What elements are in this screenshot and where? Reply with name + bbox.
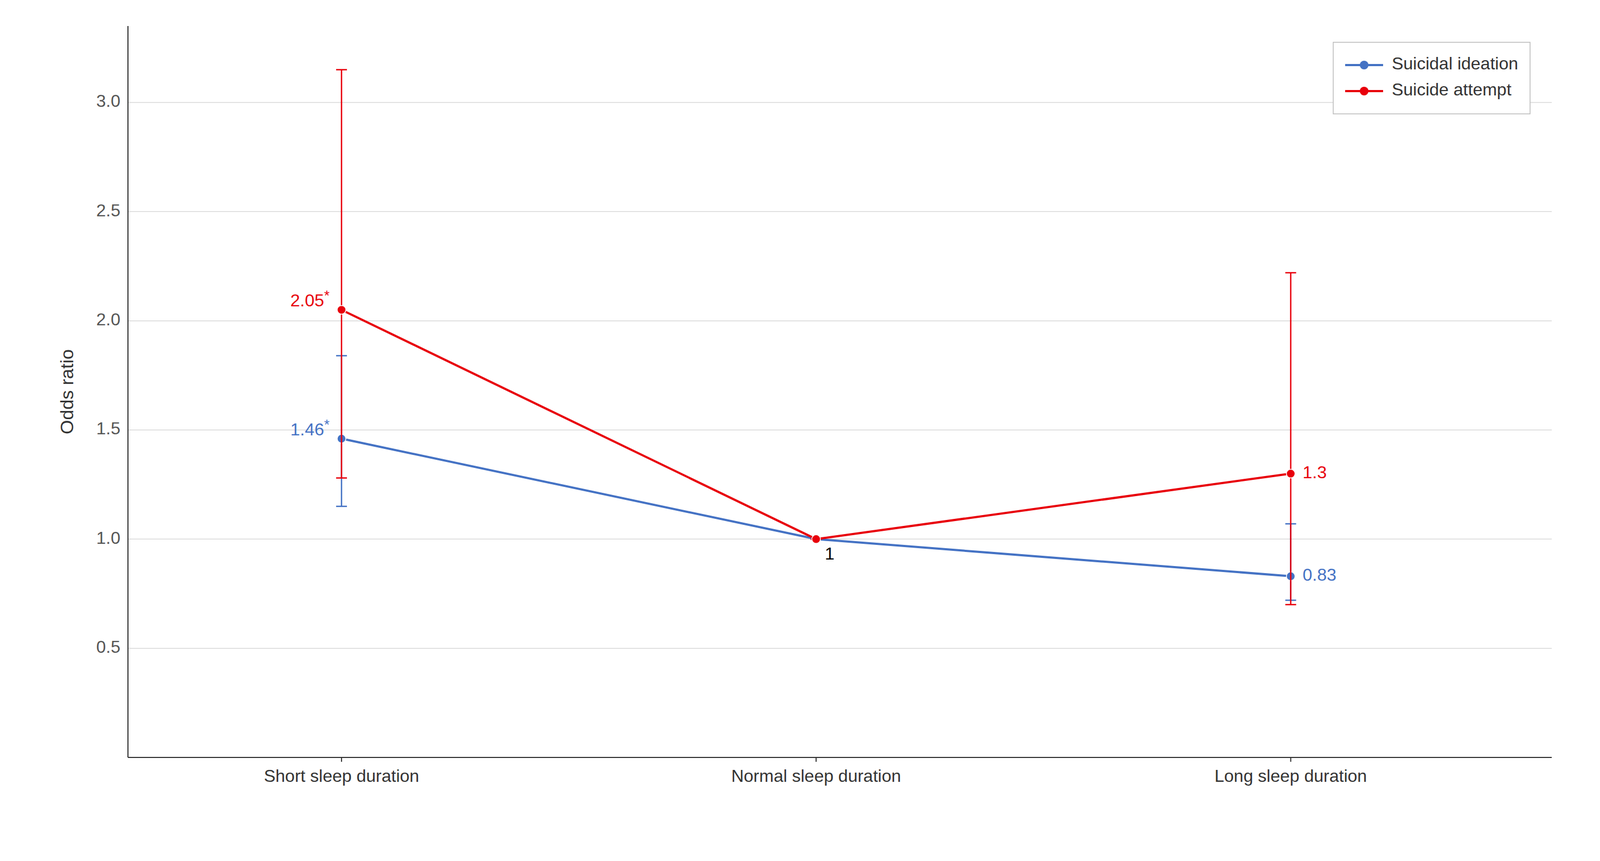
grid-line [127, 647, 1552, 650]
y-tick-label: 3.0 [96, 91, 121, 111]
legend: Suicidal ideation Suicide attempt [1333, 42, 1531, 114]
error-bar-stem [341, 69, 343, 479]
y-axis-label: Odds ratio [56, 349, 77, 435]
error-bar [1285, 272, 1297, 605]
marker [337, 305, 346, 314]
annotation: 1 [824, 543, 835, 564]
error-bar-cap [1285, 272, 1297, 274]
error-bar-cap [336, 505, 348, 508]
data-label: 1.3 [1302, 462, 1327, 483]
y-axis-line [127, 26, 129, 758]
series-line [341, 309, 1291, 539]
legend-label: Suicidal ideation [1391, 53, 1519, 74]
y-tick-label: 0.5 [96, 637, 121, 657]
y-tick-label: 1.0 [96, 528, 121, 548]
x-tick [341, 757, 343, 762]
legend-label: Suicide attempt [1391, 79, 1512, 100]
error-bar-cap [1285, 603, 1297, 606]
error-bar-cap [336, 68, 348, 71]
legend-frame [1333, 42, 1531, 114]
marker [811, 534, 821, 544]
x-tick [815, 757, 817, 762]
error-bar-stem [1289, 272, 1292, 605]
grid-line [127, 538, 1552, 541]
error-bar [336, 69, 348, 479]
background [0, 0, 1600, 861]
plot-area [336, 69, 1297, 606]
x-tick-label: Long sleep duration [1214, 766, 1367, 786]
error-bar-cap [336, 477, 348, 479]
data-label: 0.83 [1302, 564, 1337, 585]
chart: 0.5 1.0 1.5 2.0 2.5 3.0 Short sleep duration No… [0, 0, 1600, 861]
marker [1286, 469, 1296, 479]
legend-marker [1359, 60, 1369, 70]
series-line [341, 438, 1291, 577]
x-tick-label: Normal sleep duration [731, 766, 902, 786]
data-label: 2.05* [290, 287, 330, 311]
series [336, 355, 1297, 601]
legend-marker [1359, 86, 1369, 96]
x-tick [1290, 757, 1292, 762]
marker [811, 534, 821, 544]
x-tick-label: Short sleep duration [264, 766, 420, 786]
y-tick-label: 2.5 [96, 200, 121, 221]
y-tick-label: 2.0 [96, 309, 121, 330]
series [336, 69, 1297, 606]
data-label: 1.46* [290, 416, 330, 440]
y-tick-label: 1.5 [96, 418, 121, 439]
